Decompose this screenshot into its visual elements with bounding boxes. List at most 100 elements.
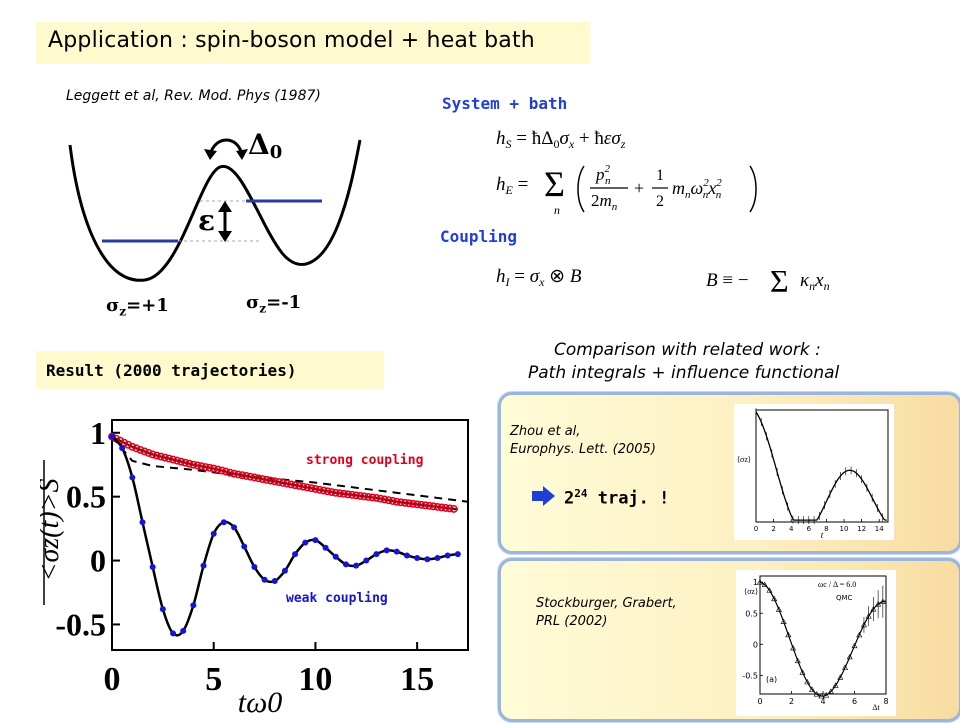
strong-point (409, 499, 418, 508)
inset1-frame (755, 409, 889, 523)
inset2-legend-title: ωc / Δ = 6.0 (818, 580, 856, 589)
inset2-ytick-label: 0 (753, 640, 758, 649)
strong-point (189, 460, 198, 469)
inset1-curve (755, 411, 887, 521)
inset2-marker (790, 644, 797, 651)
equation-hs: hS = ħΔ0σx + ħεσz (492, 118, 692, 156)
inset2-marker (785, 631, 792, 638)
inset1-tick-label: 0 (754, 525, 758, 533)
weak-point (342, 561, 349, 568)
inset2-marker (761, 581, 768, 588)
weak-point (424, 556, 431, 563)
strong-point (388, 497, 397, 505)
weak-point (454, 551, 461, 558)
y-tick-label: 0.5 (66, 479, 106, 515)
strong-point (136, 445, 145, 454)
strong-point (437, 503, 446, 512)
coupling-label: Coupling (440, 227, 518, 246)
weak-coupling-label: weak coupling (286, 591, 388, 606)
inset2-marker (851, 642, 858, 649)
zhou-ref-line2: Europhys. Lett. (2005) (510, 442, 656, 457)
strong-point (262, 475, 271, 484)
strong-point (132, 444, 141, 453)
svg-text:2: 2 (656, 193, 664, 210)
inset1-tick-label: 6 (807, 525, 812, 533)
inset2-marker (799, 669, 806, 675)
svg-text:n: n (554, 203, 560, 217)
strong-point (433, 502, 442, 511)
inset2-xlabel: Δt (872, 703, 880, 712)
weak-point (149, 563, 156, 570)
inset2-marker (818, 692, 825, 699)
weak-point (231, 524, 238, 531)
inset2-marker (842, 664, 849, 670)
y-tick-label: 0 (90, 543, 106, 579)
strong-point (254, 474, 263, 483)
strong-point (380, 495, 389, 504)
strong-point (250, 473, 259, 482)
svg-text:hS = ħΔ0σx + ħεσz: hS = ħΔ0σx + ħεσz (496, 128, 626, 151)
stockburger-ref-line1: Stockburger, Grabert, (536, 596, 677, 611)
strong-point (413, 500, 422, 509)
weak-point (302, 539, 309, 546)
strong-point (368, 493, 377, 502)
weak-point (129, 474, 136, 481)
inset2-marker (837, 674, 844, 680)
weak-point (353, 562, 360, 569)
strong-point (348, 490, 356, 499)
strong-point (124, 440, 133, 449)
trajectory-count: 224 traj. ! (564, 487, 670, 509)
inset1-tick-label: 2 (771, 525, 775, 533)
strong-point (209, 464, 218, 473)
strong-point (344, 490, 352, 499)
inset2-xtick-label: 6 (852, 697, 857, 706)
inset2-xtick-label: 4 (820, 697, 825, 706)
strong-point (221, 467, 230, 476)
strong-point (181, 458, 190, 467)
strong-point (193, 461, 202, 470)
slide-title: Application : spin-boson model + heat ba… (48, 28, 535, 53)
strong-point (376, 494, 385, 503)
inset2-legend-item: QMC (836, 594, 853, 602)
strong-point (270, 477, 279, 486)
weak-point (373, 551, 380, 558)
strong-point (356, 491, 365, 500)
strong-point (287, 480, 295, 489)
weak-point (241, 543, 248, 550)
svg-text:Σ: Σ (544, 164, 565, 204)
strong-point (384, 496, 393, 505)
weak-point (170, 630, 177, 637)
inset2-ytick-label: -0.5 (742, 671, 758, 680)
y-tick-label: 1 (90, 415, 106, 451)
delta-label: Δ0 (248, 128, 283, 163)
svg-text:κnxn: κnxn (800, 270, 830, 293)
strong-point (425, 501, 434, 510)
inset1-tick-label: 14 (875, 525, 884, 533)
result-highlight (36, 351, 384, 389)
strong-point (429, 502, 438, 511)
zhou-inset-svg: 0 2 4 6 8 10 12 14 t ⟨σz⟩ (737, 407, 889, 540)
svg-text:hI = σx ⊗ B: hI = σx ⊗ B (496, 266, 582, 289)
strong-point (299, 482, 308, 491)
strong-point (315, 485, 324, 494)
weak-point (109, 433, 115, 440)
weak-point (190, 602, 197, 609)
weak-point (383, 547, 390, 554)
strong-point (246, 472, 255, 481)
strong-point (230, 469, 239, 478)
strong-point (360, 492, 369, 501)
strong-point (319, 486, 328, 495)
arrow-right-icon (532, 486, 555, 506)
strong-point (169, 455, 177, 464)
x-tick-label: 15 (400, 661, 434, 698)
x-tick-label: 0 (104, 661, 121, 698)
strong-point (185, 459, 194, 468)
inset2-marker (823, 692, 830, 698)
inset2-panel-label: (a) (766, 675, 777, 684)
double-well-diagram (68, 138, 362, 282)
strong-point (278, 478, 287, 487)
weak-point (332, 553, 339, 560)
sigma-left-label: σz=+1 (106, 295, 169, 319)
strong-point (392, 497, 401, 506)
